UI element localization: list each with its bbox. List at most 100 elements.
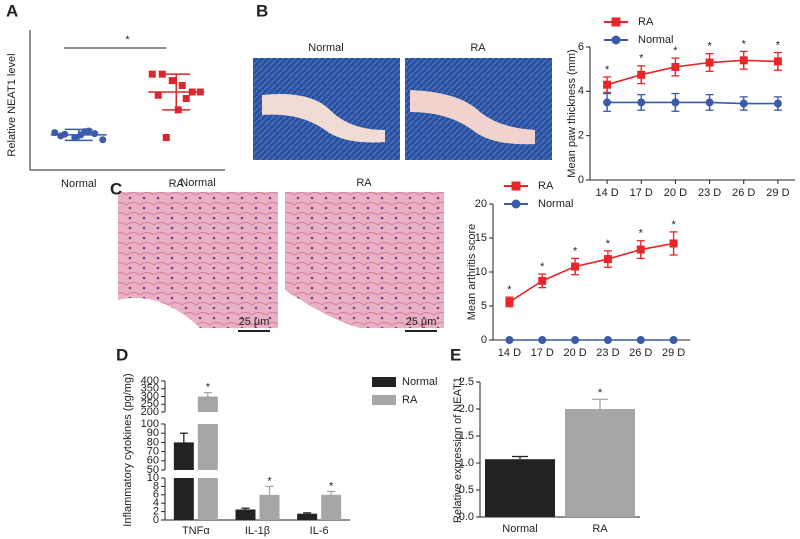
- panel-label: D: [116, 345, 128, 364]
- legend-marker: [611, 17, 621, 27]
- y-tick-label: 300: [141, 390, 159, 402]
- y-tick-label: 0: [578, 174, 584, 186]
- y-tick-label: 1.0: [459, 457, 474, 469]
- legend-marker: [511, 199, 521, 209]
- significance-star: *: [639, 53, 644, 65]
- y-tick-label: 6: [153, 489, 159, 501]
- x-tick-label: 17 D: [630, 187, 653, 199]
- bar: [297, 513, 318, 520]
- x-tick-label: 14 D: [498, 347, 521, 359]
- significance-star: *: [673, 45, 678, 57]
- significance-star: *: [598, 387, 603, 399]
- legend-marker: [611, 35, 621, 45]
- y-tick-label: 0.5: [459, 484, 474, 496]
- legend-label: Normal: [538, 198, 573, 210]
- legend-swatch: [372, 377, 396, 387]
- significance-star: *: [507, 284, 512, 296]
- x-tick-label: RA: [169, 178, 185, 190]
- y-tick-label: 15: [475, 232, 487, 244]
- y-tick-label: 0.0: [459, 511, 474, 523]
- x-tick-label: 17 D: [531, 347, 554, 359]
- data-point: [505, 297, 514, 306]
- legend-swatch: [372, 395, 396, 405]
- photo-label: RA: [470, 42, 486, 54]
- significance-star: *: [573, 245, 578, 257]
- paw-photo: [405, 58, 552, 160]
- bar: [235, 509, 256, 520]
- panel-label: B: [256, 1, 268, 20]
- bar: [173, 442, 194, 470]
- data-point: [603, 80, 612, 89]
- data-point: [57, 132, 65, 140]
- y-tick-label: 8: [153, 480, 159, 492]
- panel-label: C: [110, 179, 122, 198]
- series-line: [508, 242, 674, 303]
- data-point: [505, 336, 514, 344]
- data-point: [773, 99, 782, 108]
- y-axis-label: Inflammatory cytokines (pg/mg): [122, 373, 134, 526]
- data-point: [773, 57, 782, 66]
- y-tick-label: 90: [147, 427, 159, 439]
- data-point: [705, 58, 714, 67]
- legend-label: RA: [638, 16, 654, 28]
- y-tick-label: 10: [475, 266, 487, 278]
- significance-star: *: [329, 480, 334, 492]
- y-tick-label: 50: [147, 464, 159, 476]
- bar: [259, 494, 280, 520]
- significance-star: *: [125, 34, 130, 46]
- y-tick-label: 80: [147, 436, 159, 448]
- photo-label: Normal: [180, 177, 215, 189]
- data-point: [603, 98, 612, 107]
- bar: [197, 396, 218, 412]
- y-tick-label: 4: [578, 85, 584, 97]
- significance-star: *: [707, 41, 712, 53]
- y-tick-label: 2: [578, 130, 584, 142]
- significance-star: *: [206, 382, 211, 394]
- data-point: [669, 239, 678, 248]
- x-tick-label: 23 D: [596, 347, 619, 359]
- x-tick-label: 26 D: [629, 347, 652, 359]
- legend-label: Normal: [638, 34, 673, 46]
- data-point: [637, 70, 646, 79]
- data-point: [671, 62, 680, 71]
- histology-photo: [118, 192, 278, 332]
- data-point: [739, 56, 748, 65]
- scale-bar-label: 25 μm: [239, 316, 270, 328]
- data-point: [603, 336, 612, 344]
- legend-label: RA: [402, 394, 418, 406]
- bar: [173, 478, 194, 520]
- data-point: [538, 276, 547, 285]
- data-point: [669, 336, 678, 344]
- data-point: [571, 336, 580, 344]
- x-tick-label: Normal: [502, 523, 537, 535]
- y-tick-label: 250: [141, 398, 159, 410]
- x-tick-label: TNFα: [182, 525, 210, 537]
- data-point: [705, 98, 714, 107]
- histology-photo: [285, 192, 444, 332]
- series-line: [607, 101, 778, 105]
- y-axis-label: Mean arthritis score: [466, 224, 478, 321]
- y-tick-label: 5: [481, 300, 487, 312]
- x-tick-label: RA: [592, 523, 608, 535]
- data-point: [99, 136, 107, 144]
- data-point: [671, 98, 680, 107]
- data-point: [85, 127, 93, 135]
- paw-photo: [253, 58, 400, 160]
- y-tick-label: 70: [147, 446, 159, 458]
- bar: [197, 424, 218, 470]
- bar: [321, 494, 342, 520]
- x-tick-label: 20 D: [563, 347, 586, 359]
- significance-star: *: [606, 238, 611, 250]
- y-tick-label: 4: [153, 497, 159, 509]
- legend-label: Normal: [402, 376, 437, 388]
- x-tick-label: 23 D: [698, 187, 721, 199]
- x-tick-label: 29 D: [662, 347, 685, 359]
- x-tick-label: IL-1β: [245, 525, 270, 537]
- significance-star: *: [742, 38, 747, 50]
- y-axis-label: Relative NEAT1 level: [6, 53, 18, 156]
- y-tick-label: 20: [475, 198, 487, 210]
- data-point: [71, 134, 79, 141]
- panel-label: A: [6, 1, 18, 20]
- significance-star: *: [267, 475, 272, 487]
